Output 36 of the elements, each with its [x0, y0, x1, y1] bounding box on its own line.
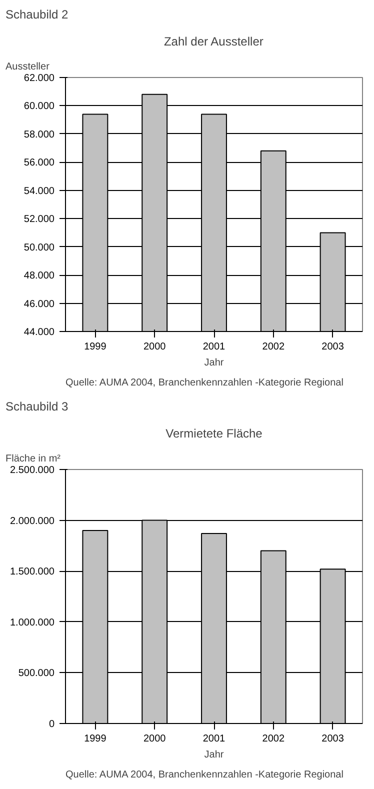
text: Schaubild 2: [6, 8, 69, 22]
x-tick-label: 2002: [262, 342, 285, 352]
y-tick-label: 56.000: [24, 158, 55, 169]
y-tick-label: 60.000: [24, 101, 55, 112]
y-axis-title: Fläche in m²: [6, 454, 62, 464]
x-tick-label: 2002: [262, 734, 285, 744]
x-tick-label: 2003: [322, 734, 344, 744]
y-tick-label: 52.000: [24, 214, 55, 226]
y-tick-label: 2.500.000: [10, 465, 55, 476]
y-tick-label: 50.000: [24, 242, 55, 254]
y-tick-label: 500.000: [18, 668, 55, 680]
x-tick-label: 2003: [322, 342, 344, 352]
y-tick-label: 1.500.000: [10, 566, 55, 578]
y-tick-label: 54.000: [24, 186, 55, 197]
y-tick-label: 2.000.000: [10, 516, 55, 527]
y-tick-label: 44.000: [24, 327, 55, 338]
text: Schaubild 3: [6, 400, 69, 414]
y-axis-title: Aussteller: [6, 62, 50, 72]
x-axis-title: Jahr: [204, 358, 224, 368]
x-tick-label: 2000: [143, 734, 166, 744]
x-tick-label: 2001: [202, 342, 226, 352]
y-tick-label: 58.000: [24, 129, 55, 140]
x-axis-title: Jahr: [204, 750, 224, 760]
chart-title: Vermietete Fläche: [166, 426, 263, 440]
y-tick-label: 48.000: [24, 270, 55, 282]
source-note: Quelle: AUMA 2004, Branchenkennzahlen -Kategorie Regional: [66, 378, 344, 388]
source-note: Quelle: AUMA 2004, Branchenkennzahlen -Kategorie Regional: [66, 770, 344, 780]
y-tick-label: 1.000.000: [10, 617, 55, 628]
x-tick-label: 1999: [84, 734, 107, 744]
y-tick-label: 46.000: [24, 298, 55, 310]
x-tick-label: 2001: [202, 734, 226, 744]
y-tick-label: 0: [48, 719, 55, 730]
x-tick-label: 2000: [143, 342, 166, 352]
x-tick-label: 1999: [84, 342, 107, 352]
chart-title: Zahl der Aussteller: [164, 34, 264, 48]
y-tick-label: 62.000: [24, 73, 55, 84]
